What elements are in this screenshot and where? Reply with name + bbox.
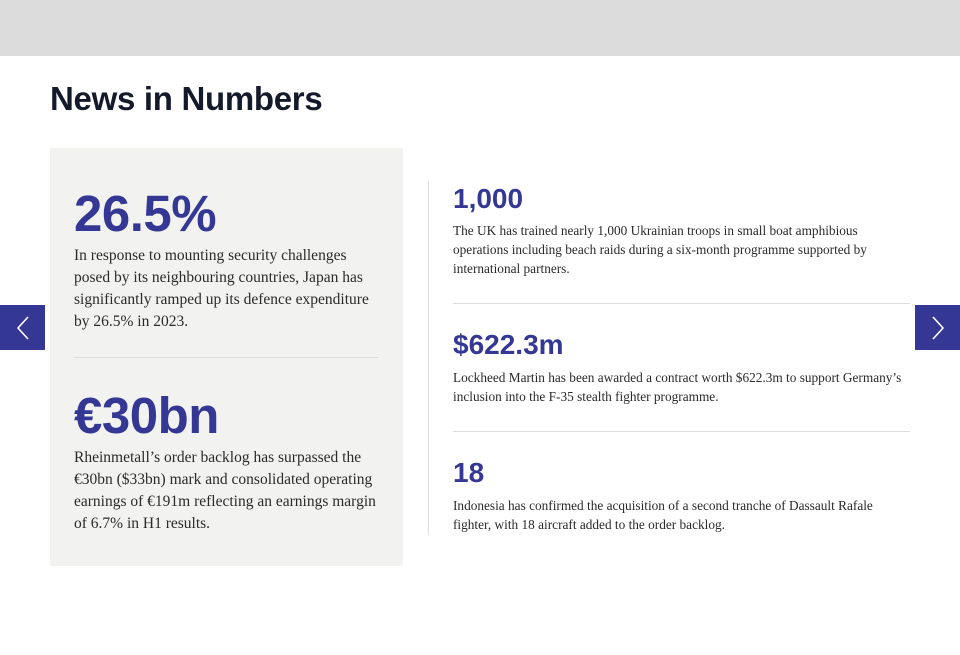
featured-panel: 26.5% In response to mounting security c… xyxy=(50,148,403,566)
stat-value: 18 xyxy=(453,457,485,488)
featured-stat-description: Rheinmetall’s order backlog has surpasse… xyxy=(74,449,376,532)
chevron-left-icon xyxy=(15,315,31,341)
stat-description: Lockheed Martin has been awarded a contr… xyxy=(453,370,902,404)
divider xyxy=(453,431,910,432)
stat-description: Indonesia has confirmed the acquisition … xyxy=(453,498,873,532)
column-divider xyxy=(428,181,429,535)
divider xyxy=(453,303,910,304)
featured-stat-value: €30bn xyxy=(74,387,219,444)
stat-value: $622.3m xyxy=(453,329,564,360)
stat-value: 1,000 xyxy=(453,183,524,214)
top-banner xyxy=(0,0,960,56)
carousel-prev-button[interactable] xyxy=(0,305,45,350)
featured-stat-value: 26.5% xyxy=(74,185,217,242)
chevron-right-icon xyxy=(930,315,946,341)
carousel-next-button[interactable] xyxy=(915,305,960,350)
divider xyxy=(74,357,379,358)
stat-description: The UK has trained nearly 1,000 Ukrainia… xyxy=(453,223,867,276)
featured-stat-description: In response to mounting security challen… xyxy=(74,247,369,330)
section-title: News in Numbers xyxy=(50,80,323,117)
